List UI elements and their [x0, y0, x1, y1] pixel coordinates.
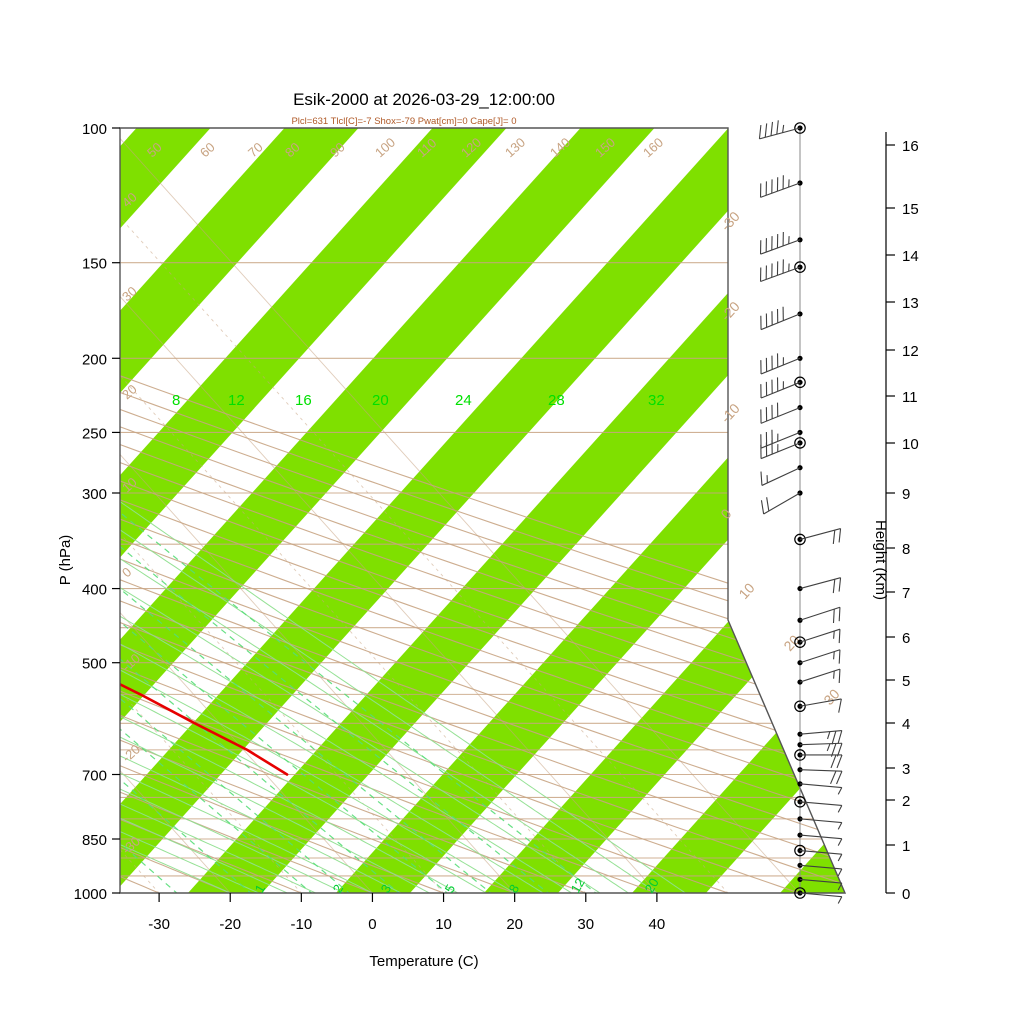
parcel-stats-subtitle: Plcl=631 Tlcl[C]=-7 Shox=-79 Pwat[cm]=0 … [291, 116, 516, 127]
pressure-tick-label: 400 [82, 582, 107, 599]
wind-barb [794, 628, 841, 648]
wind-barb [797, 832, 843, 846]
mixing-ratio-grid [120, 492, 617, 893]
pressure-tick-label: 700 [82, 768, 107, 785]
pressure-tick-label: 1000 [74, 886, 107, 903]
wind-barb [797, 816, 843, 830]
grid-label: 12 [228, 392, 245, 409]
grid-label: 28 [548, 392, 565, 409]
height-tick-label: 16 [902, 138, 919, 155]
wind-barb [760, 376, 806, 399]
grid-label: 20 [372, 392, 389, 409]
wind-barb [797, 668, 841, 685]
wind-barb [797, 606, 841, 624]
wind-barb [760, 465, 803, 486]
plot-frame [119, 127, 847, 894]
temperature-tick-label: 40 [649, 916, 666, 933]
pressure-tick-label: 200 [82, 351, 107, 368]
wind-barb [797, 767, 843, 785]
wind-barb [760, 490, 803, 515]
height-tick-label: 10 [902, 436, 919, 453]
height-tick-label: 9 [902, 486, 910, 503]
grid-label: 20 [642, 875, 662, 895]
temperature-tick-label: 10 [435, 916, 452, 933]
temperature-tick-label: -30 [148, 916, 170, 933]
height-tick-label: 3 [902, 761, 910, 778]
pressure-tick-label: 150 [82, 256, 107, 273]
grid-label: 24 [455, 392, 472, 409]
profile-temperature[interactable] [0, 128, 289, 776]
wind-barb [760, 353, 803, 375]
height-tick-label: 12 [902, 343, 919, 360]
pressure-tick-label: 300 [82, 486, 107, 503]
wind-barb [759, 175, 803, 198]
wind-barb [797, 729, 843, 745]
wind-barb [759, 232, 803, 255]
pressure-tick-label: 100 [82, 121, 107, 138]
height-tick-label: 14 [902, 248, 919, 265]
grid-label: 16 [295, 392, 312, 409]
pressure-tick-label: 500 [82, 656, 107, 673]
wind-barb [794, 844, 843, 862]
pressure-axis-title: P (hPa) [57, 535, 74, 586]
wind-barb [797, 862, 843, 877]
wind-barb [794, 749, 843, 769]
grid-label: 8 [172, 392, 180, 409]
pressure-tick-label: 850 [82, 832, 107, 849]
wind-barb [794, 796, 843, 813]
moist-adiabat-grid [120, 128, 686, 893]
temperature-axis-title: Temperature (C) [369, 953, 478, 970]
grid-label: 12 [568, 875, 588, 895]
temperature-tick-label: -10 [290, 916, 312, 933]
grid-label: 32 [648, 392, 665, 409]
wind-barb [759, 259, 806, 282]
height-tick-label: 4 [902, 716, 910, 733]
temperature-tick-label: 20 [506, 916, 523, 933]
wind-barb [760, 306, 803, 331]
wind-barb-column [758, 120, 843, 904]
wind-barb [794, 528, 842, 546]
temperature-tick-label: 30 [577, 916, 594, 933]
height-tick-label: 13 [902, 295, 919, 312]
wind-barb [797, 649, 841, 666]
wind-barb [794, 698, 842, 713]
wind-barb [797, 781, 843, 795]
height-tick-label: 11 [902, 389, 918, 406]
height-tick-label: 2 [902, 793, 910, 810]
wind-barb [797, 577, 842, 594]
temperature-tick-label: -20 [219, 916, 241, 933]
height-axis-title: Height (Km) [872, 520, 889, 600]
wind-barb [760, 437, 806, 460]
height-tick-label: 7 [902, 585, 910, 602]
height-tick-label: 6 [902, 630, 910, 647]
pressure-tick-label: 250 [82, 425, 107, 442]
wind-barb [760, 402, 803, 424]
height-tick-label: 8 [902, 541, 910, 558]
wind-barb [758, 120, 806, 140]
sounding-profiles[interactable] [0, 128, 289, 776]
height-tick-label: 5 [902, 673, 910, 690]
temperature-tick-label: 0 [368, 916, 376, 933]
height-tick-label: 1 [902, 838, 910, 855]
height-tick-label: 0 [902, 886, 910, 903]
wind-barb [797, 876, 843, 891]
wind-barb [794, 887, 843, 904]
height-tick-label: 15 [902, 201, 919, 218]
page-title: Esik-2000 at 2026-03-29_12:00:00 [293, 90, 555, 109]
